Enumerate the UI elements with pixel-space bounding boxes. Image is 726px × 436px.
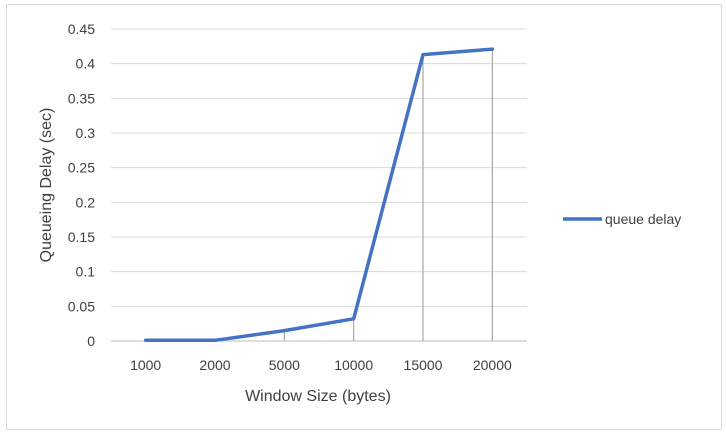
y-axis-ticks: 0 0.05 0.1 0.15 0.2 0.25 0.3 0.35 0.4 0.45: [68, 21, 95, 349]
y-tick-label: 0.4: [76, 56, 96, 72]
x-tick-label: 2000: [199, 357, 230, 373]
x-tick-label: 20000: [473, 357, 512, 373]
x-tick-label: 10000: [334, 357, 373, 373]
y-tick-label: 0.2: [76, 194, 96, 210]
gridlines: [111, 28, 527, 342]
x-tick-label: 1000: [130, 357, 161, 373]
legend-label: queue delay: [605, 211, 681, 227]
x-axis-ticks: 1000 2000 5000 10000 15000 20000: [130, 357, 512, 373]
plot-series: [143, 47, 495, 343]
x-tick-label: 15000: [404, 357, 443, 373]
legend[interactable]: queue delay: [563, 211, 681, 227]
y-tick-label: 0.05: [68, 298, 95, 314]
y-axis-title: Queueing Delay (sec): [38, 108, 55, 263]
chart-area[interactable]: [6, 4, 722, 430]
x-axis-title: Window Size (bytes): [245, 388, 391, 405]
y-tick-label: 0.1: [76, 264, 96, 280]
y-tick-label: 0.25: [68, 160, 95, 176]
y-tick-label: 0.35: [68, 90, 95, 106]
series-line-queue-delay[interactable]: [143, 47, 495, 343]
y-tick-label: 0.3: [76, 125, 96, 141]
y-tick-label: 0.45: [68, 21, 95, 37]
drop-lines: [145, 49, 493, 341]
y-tick-label: 0: [87, 333, 95, 349]
x-tick-label: 5000: [269, 357, 300, 373]
y-tick-label: 0.15: [68, 229, 95, 245]
